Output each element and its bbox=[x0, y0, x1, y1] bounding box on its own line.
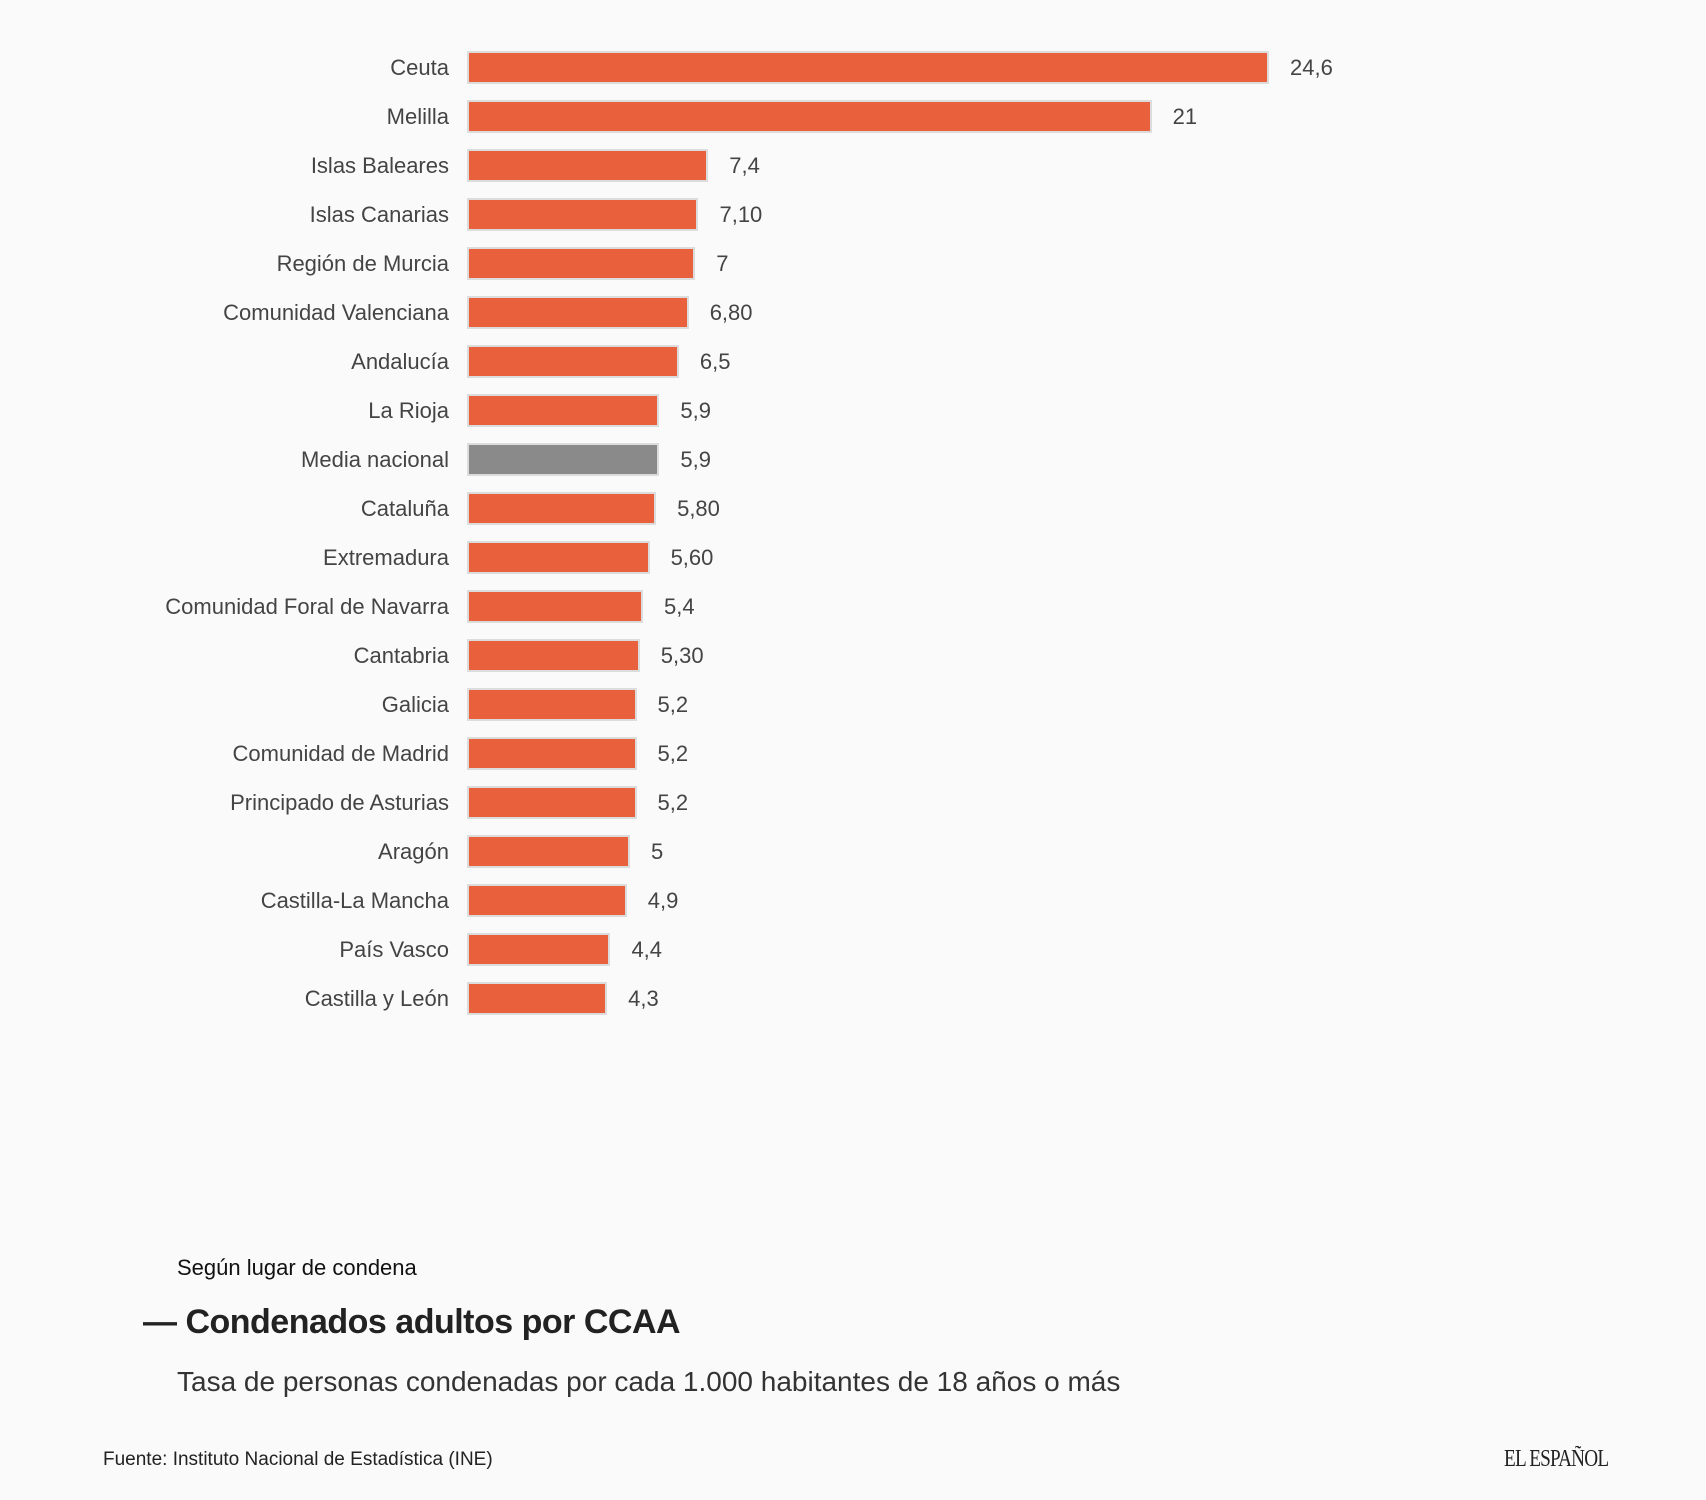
value-label: 24,6 bbox=[1290, 55, 1333, 80]
chart-subtitle: Tasa de personas condenadas por cada 1.0… bbox=[177, 1366, 1121, 1397]
bar bbox=[467, 100, 1152, 133]
bar bbox=[467, 737, 637, 770]
category-label: Melilla bbox=[386, 104, 449, 129]
value-label: 5,9 bbox=[680, 447, 711, 472]
bar bbox=[467, 492, 657, 525]
category-label: Región de Murcia bbox=[276, 251, 449, 276]
value-label: 6,5 bbox=[699, 349, 731, 374]
value-label: 5,4 bbox=[664, 594, 695, 619]
category-label: País Vasco bbox=[339, 937, 449, 962]
category-label: Islas Baleares bbox=[310, 153, 449, 178]
category-label: Comunidad Valenciana bbox=[223, 300, 449, 325]
category-label: Castilla-La Mancha bbox=[260, 888, 449, 913]
value-label: 7 bbox=[716, 251, 729, 276]
category-label: Media nacional bbox=[301, 447, 449, 472]
category-label: Extremadura bbox=[323, 545, 449, 570]
chart-title: — Condenados adultos por CCAA bbox=[143, 1303, 681, 1341]
category-label: Comunidad de Madrid bbox=[232, 741, 449, 766]
bar bbox=[467, 982, 608, 1015]
bar bbox=[467, 933, 611, 966]
bar bbox=[467, 639, 640, 672]
category-label: Cantabria bbox=[353, 643, 449, 668]
value-label: 6,80 bbox=[709, 300, 753, 325]
value-label: 7,10 bbox=[719, 202, 763, 227]
category-label: Ceuta bbox=[390, 55, 449, 80]
category-label: Principado de Asturias bbox=[230, 790, 449, 815]
value-label: 5,2 bbox=[657, 692, 689, 717]
bar bbox=[467, 247, 696, 280]
category-label: Aragón bbox=[378, 839, 449, 864]
bar bbox=[467, 590, 644, 623]
bar-highlight bbox=[467, 443, 660, 476]
category-label: Comunidad Foral de Navarra bbox=[165, 594, 449, 619]
bar bbox=[467, 198, 699, 231]
category-label: Islas Canarias bbox=[309, 202, 449, 227]
chart-kicker: Según lugar de condena bbox=[177, 1255, 417, 1280]
category-label: Andalucía bbox=[351, 349, 449, 374]
category-label: Galicia bbox=[381, 692, 449, 717]
source-note: Fuente: Instituto Nacional de Estadístic… bbox=[103, 1449, 493, 1470]
bar bbox=[467, 786, 637, 819]
value-label: 5,30 bbox=[660, 643, 704, 668]
value-label: 5,2 bbox=[657, 741, 689, 766]
bar bbox=[467, 884, 627, 917]
bar bbox=[467, 835, 630, 868]
bar bbox=[467, 51, 1269, 84]
bar bbox=[467, 345, 679, 378]
value-label: 5,60 bbox=[670, 545, 714, 570]
value-label: 5,80 bbox=[677, 496, 720, 521]
value-label: 5,2 bbox=[657, 790, 689, 815]
value-label: 4,4 bbox=[631, 937, 663, 962]
bar bbox=[467, 541, 650, 574]
bar-chart: Ceuta 24,6 Melilla 21 Islas Baleares 7,4 Islas… bbox=[165, 51, 1333, 1015]
value-label: 21 bbox=[1172, 104, 1198, 129]
value-label: 5,9 bbox=[680, 398, 711, 423]
category-label: La Rioja bbox=[368, 398, 449, 423]
bar bbox=[467, 394, 660, 427]
value-label: 4,9 bbox=[647, 888, 679, 913]
category-label: Castilla y León bbox=[304, 986, 449, 1011]
value-label: 7,4 bbox=[729, 153, 760, 178]
value-label: 4,3 bbox=[628, 986, 659, 1011]
value-label: 5 bbox=[651, 839, 664, 864]
category-label: Cataluña bbox=[360, 496, 449, 521]
bar bbox=[467, 149, 709, 182]
bar bbox=[467, 296, 689, 329]
el-espanol-logo: EL ESPAÑOL bbox=[1503, 1446, 1609, 1472]
bar bbox=[467, 688, 637, 721]
